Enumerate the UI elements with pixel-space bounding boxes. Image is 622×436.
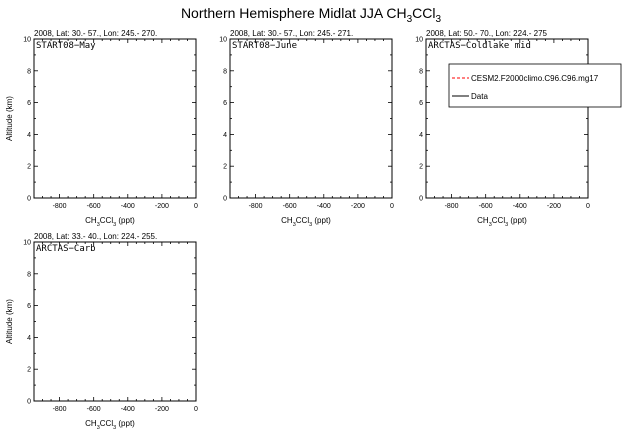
x-tick-label: -400 (121, 406, 135, 413)
y-tick-label: 4 (27, 335, 31, 342)
x-tick-label: -400 (121, 203, 135, 210)
y-tick-label: 2 (419, 164, 423, 171)
panels: 2008, Lat: 30.- 57., Lon: 245.- 270. STAR… (5, 29, 622, 431)
x-axis-label: CH3CCl3 (ppt) (477, 216, 527, 228)
x-tick-label: -600 (283, 203, 297, 210)
plot-frame (33, 38, 197, 199)
x-axis-label: CH3CCl3 (ppt) (85, 216, 135, 228)
y-tick-label: 10 (415, 37, 423, 44)
y-tick-label: 8 (27, 271, 31, 278)
x-tick-label: -600 (87, 203, 101, 210)
panel-header: 2008, Lat: 30.- 57., Lon: 245.- 271. (230, 29, 353, 38)
panel-header: 2008, Lat: 50.- 70., Lon: 224.- 275 (426, 29, 548, 38)
panel-2: 2008, Lat: 30.- 57., Lon: 245.- 271. STAR… (219, 29, 394, 228)
plot-frame (229, 38, 393, 199)
y-tick-label: 2 (223, 164, 227, 171)
y-tick-label: 0 (223, 196, 227, 203)
y-tick-label: 6 (419, 100, 423, 107)
panel-header: 2008, Lat: 30.- 57., Lon: 245.- 270. (34, 29, 157, 38)
y-axis-label: Altitude (km) (5, 299, 14, 344)
y-tick-label: 0 (419, 196, 423, 203)
x-tick-label: 0 (194, 203, 198, 210)
panel-name: START08−June (232, 41, 297, 51)
y-tick-label: 0 (27, 196, 31, 203)
y-tick-label: 8 (419, 68, 423, 75)
x-tick-label: -200 (155, 203, 169, 210)
x-tick-label: -200 (155, 406, 169, 413)
y-tick-label: 8 (27, 68, 31, 75)
y-tick-label: 4 (223, 132, 227, 139)
y-tick-label: 2 (27, 367, 31, 374)
legend-box (448, 63, 622, 108)
x-tick-label: 0 (586, 203, 590, 210)
x-axis-label: CH3CCl3 (ppt) (281, 216, 331, 228)
x-tick-label: -200 (351, 203, 365, 210)
y-tick-label: 6 (223, 100, 227, 107)
x-tick-label: -800 (53, 406, 67, 413)
legend-label: CESM2.F2000climo.C96.C96.mg17 (471, 74, 599, 83)
y-tick-label: 4 (27, 132, 31, 139)
y-tick-label: 10 (219, 37, 227, 44)
panel-name: START08−May (36, 41, 96, 51)
panel-name: ARCTAS−Coldlake mid (428, 41, 531, 51)
figure-title: Northern Hemisphere Midlat JJA CH3CCl3 (181, 5, 442, 25)
x-tick-label: -600 (479, 203, 493, 210)
plot-frame (425, 38, 589, 199)
y-tick-label: 4 (419, 132, 423, 139)
y-tick-label: 6 (27, 303, 31, 310)
x-tick-label: -400 (317, 203, 331, 210)
x-tick-label: 0 (390, 203, 394, 210)
panel-header: 2008, Lat: 33.- 40., Lon: 224.- 255. (34, 232, 157, 241)
y-tick-label: 0 (27, 399, 31, 406)
panel-4: 2008, Lat: 33.- 40., Lon: 224.- 255. ARCT… (5, 232, 198, 431)
legend-label: Data (471, 92, 488, 101)
x-tick-label: 0 (194, 406, 198, 413)
plot-frame (33, 241, 197, 402)
y-tick-label: 8 (223, 68, 227, 75)
x-tick-label: -800 (53, 203, 67, 210)
x-tick-label: -800 (249, 203, 263, 210)
x-tick-label: -800 (445, 203, 459, 210)
y-tick-label: 2 (27, 164, 31, 171)
y-tick-label: 10 (23, 240, 31, 247)
x-tick-label: -600 (87, 406, 101, 413)
y-axis-label: Altitude (km) (5, 96, 14, 141)
x-tick-label: -400 (513, 203, 527, 210)
panel-3: 2008, Lat: 50.- 70., Lon: 224.- 275 ARCTA… (415, 29, 622, 228)
panel-1: 2008, Lat: 30.- 57., Lon: 245.- 270. STAR… (5, 29, 198, 228)
y-tick-label: 10 (23, 37, 31, 44)
y-tick-label: 6 (27, 100, 31, 107)
x-tick-label: -200 (547, 203, 561, 210)
panel-name: ARCTAS−Carb (36, 244, 96, 254)
x-axis-label: CH3CCl3 (ppt) (85, 419, 135, 431)
